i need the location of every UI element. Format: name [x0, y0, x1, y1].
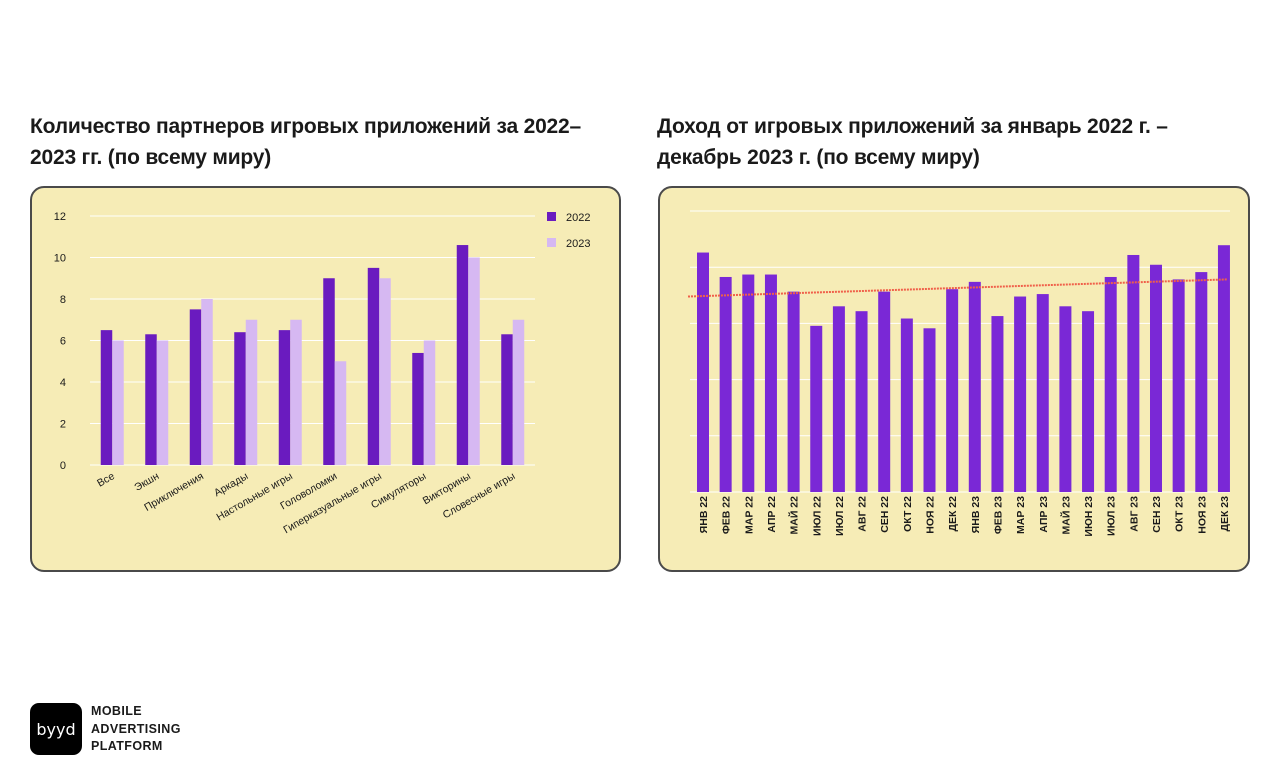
month-label: СЕН 22	[879, 496, 891, 533]
tagline-line: MOBILE	[91, 704, 143, 718]
bar-2022	[323, 278, 335, 465]
chart-title-partners: Количество партнеров игровых приложений …	[30, 115, 581, 169]
month-label: МАЙ 22	[788, 496, 801, 535]
revenue-bar	[764, 274, 777, 492]
tagline-line: PLATFORM	[91, 739, 163, 753]
legend-swatch-2022	[547, 212, 556, 221]
month-label: АВГ 23	[1128, 496, 1140, 532]
y-tick-label: 6	[60, 336, 66, 348]
tagline-line: ADVERTISING	[91, 721, 181, 736]
revenue-bar	[742, 274, 755, 492]
revenue-bar	[1150, 264, 1162, 492]
bar-2023	[245, 319, 258, 465]
bar-2023	[512, 319, 525, 465]
revenue-bar	[832, 306, 845, 492]
legend-label-2023: 2023	[566, 238, 590, 250]
month-label: ФЕВ 23	[992, 496, 1004, 534]
legend-label-2022: 2022	[566, 212, 590, 224]
category-label: Экшн	[132, 470, 161, 494]
partners-chart-card: 0 2 4 6 8 10 12 Все Экшн Приключения Аркады Настоль…	[30, 186, 621, 572]
month-label: НОЯ 23	[1196, 496, 1208, 534]
month-label: ОКТ 22	[902, 496, 914, 532]
bar-2023	[379, 278, 391, 465]
bar-2022	[367, 267, 380, 465]
month-label: ДЕК 22	[947, 496, 959, 532]
category-label: Все	[95, 470, 117, 490]
revenue-bar	[1059, 306, 1072, 492]
month-label: АВГ 22	[857, 496, 869, 532]
bar-2023	[156, 340, 169, 465]
month-label: АПР 22	[766, 496, 778, 533]
revenue-bar	[855, 311, 868, 492]
revenue-bar	[946, 289, 959, 492]
month-label: МАР 22	[743, 496, 755, 534]
bar-2023	[201, 299, 213, 465]
revenue-bar	[900, 318, 913, 492]
bar-2023	[112, 340, 124, 465]
month-label: СЕН 23	[1151, 496, 1163, 533]
revenue-bar	[1217, 245, 1230, 492]
y-tick-label: 0	[60, 460, 66, 472]
legend-swatch-2023	[547, 238, 556, 247]
revenue-bar	[1014, 296, 1027, 492]
revenue-bar	[719, 276, 732, 492]
revenue-bar	[878, 291, 891, 492]
month-label: МАР 23	[1015, 496, 1027, 534]
y-tick-label: 2	[60, 419, 66, 431]
bar-2023	[334, 361, 347, 465]
revenue-bar	[991, 316, 1004, 492]
bar-2023	[290, 319, 302, 465]
bar-2022	[100, 330, 113, 465]
bar-2023	[423, 340, 436, 465]
y-tick-label: 12	[54, 211, 66, 223]
revenue-bar-chart: ЯНВ 22 ФЕВ 22 МАР 22 АПР 22 МАЙ 22 ИЮЛ 22 ИЮЛ …	[687, 210, 1231, 537]
y-tick-label: 10	[54, 253, 66, 265]
revenue-bar	[810, 325, 823, 492]
byyd-logo: byyd	[30, 703, 82, 755]
category-label: Настольные игры	[214, 470, 294, 523]
bar-2022	[501, 334, 513, 465]
month-label: ИЮЛ 23	[1106, 496, 1118, 536]
revenue-bar	[787, 291, 800, 492]
revenue-chart-card: ЯНВ 22 ФЕВ 22 МАР 22 АПР 22 МАЙ 22 ИЮЛ 22 ИЮЛ …	[658, 186, 1250, 572]
month-label: НОЯ 22	[925, 496, 937, 534]
revenue-bar	[968, 281, 981, 492]
month-label: ЯНВ 22	[698, 496, 710, 533]
y-tick-label: 4	[60, 377, 66, 389]
bar-2022	[145, 334, 157, 465]
month-label: МАЙ 23	[1059, 496, 1072, 535]
month-label: АПР 23	[1038, 496, 1050, 533]
brand-tagline: MOBILE ADVERTISING PLATFORM	[91, 703, 231, 756]
revenue-bar	[1195, 272, 1208, 492]
month-label: ДЕК 23	[1219, 496, 1231, 532]
month-label: ЯНВ 23	[970, 496, 982, 533]
month-label: ОКТ 23	[1174, 496, 1186, 532]
bar-2022	[189, 309, 202, 465]
y-tick-label: 8	[60, 294, 66, 306]
month-label: ИЮЛ 22	[811, 496, 823, 536]
bar-2022	[412, 352, 424, 465]
revenue-bar	[1036, 294, 1049, 492]
revenue-bar	[923, 328, 936, 492]
chart-title-revenue: Доход от игровых приложений за январь 20…	[657, 115, 1168, 169]
bar-2022	[234, 332, 246, 465]
month-label: ИЮЛ 22	[834, 496, 846, 536]
month-label: ИЮН 23	[1083, 496, 1095, 537]
revenue-bar	[1104, 276, 1117, 492]
bar-2022	[456, 245, 469, 465]
bar-2023	[468, 257, 480, 465]
month-label: ФЕВ 22	[721, 496, 733, 534]
revenue-bar	[697, 252, 709, 492]
revenue-bar	[1082, 311, 1095, 492]
revenue-bar	[1172, 279, 1185, 492]
revenue-bar	[1127, 254, 1140, 492]
bar-2022	[278, 330, 291, 465]
